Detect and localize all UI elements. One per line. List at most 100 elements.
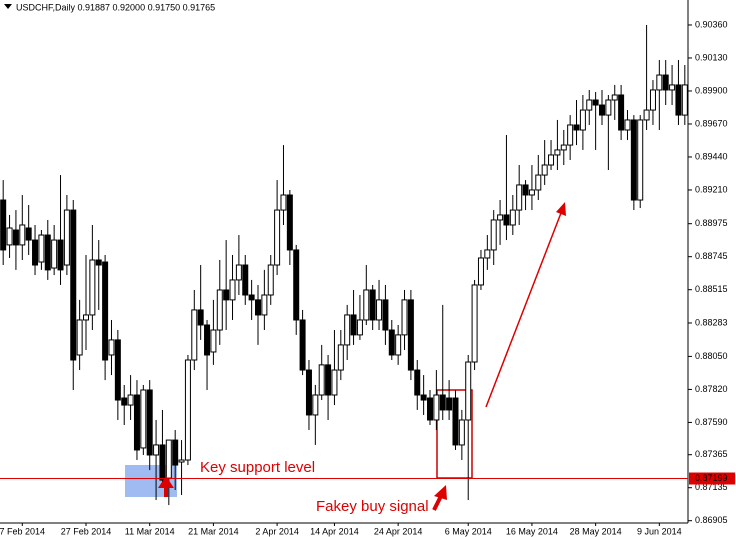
candle-body bbox=[484, 249, 491, 259]
candle-body bbox=[63, 209, 70, 266]
candle-body bbox=[38, 234, 45, 263]
y-tick-label: 0.89670 bbox=[695, 118, 728, 128]
candle-body bbox=[599, 104, 605, 116]
candle-body bbox=[560, 144, 567, 151]
candle-body bbox=[458, 419, 465, 446]
candle-body bbox=[184, 359, 191, 461]
x-tick-label: 21 Mar 2014 bbox=[188, 526, 239, 536]
candle-body bbox=[675, 84, 682, 116]
support-price-box bbox=[689, 472, 735, 485]
chart-title: USDCHF,Daily 0.91887 0.92000 0.91750 0.9… bbox=[16, 2, 215, 12]
candle-body bbox=[376, 299, 383, 321]
y-tick-label: 0.86905 bbox=[695, 515, 728, 525]
y-tick-label: 0.88050 bbox=[695, 351, 728, 361]
candle-body bbox=[554, 149, 561, 156]
candle-body bbox=[452, 397, 459, 446]
candle-body bbox=[197, 309, 204, 326]
candle-body bbox=[127, 394, 134, 406]
candle-body bbox=[592, 99, 599, 106]
support-annotation: Key support level bbox=[200, 459, 315, 476]
candle-body bbox=[681, 84, 688, 116]
candle-body bbox=[427, 397, 433, 421]
y-tick-label: 0.88745 bbox=[695, 251, 728, 261]
candle-body bbox=[51, 239, 58, 269]
y-tick-label: 0.88975 bbox=[695, 218, 728, 228]
candle-body bbox=[337, 344, 344, 371]
candle-body bbox=[165, 439, 172, 479]
x-tick-label: 11 Mar 2014 bbox=[125, 526, 175, 536]
candle-body bbox=[12, 229, 19, 246]
candle-body bbox=[57, 239, 64, 271]
menu-icon bbox=[4, 4, 12, 9]
candle-body bbox=[611, 94, 618, 101]
candle-body bbox=[509, 209, 516, 226]
candle-body bbox=[140, 389, 147, 449]
x-tick-label: 2 Apr 2014 bbox=[255, 526, 299, 536]
candle-body bbox=[83, 314, 89, 321]
x-tick-label: 24 Apr 2014 bbox=[374, 526, 423, 536]
candle-body bbox=[586, 99, 593, 111]
y-tick-label: 0.89440 bbox=[695, 151, 728, 161]
candle-body bbox=[210, 329, 217, 353]
candle-body bbox=[388, 329, 395, 356]
candle-body bbox=[669, 84, 676, 91]
x-tick-label: 16 May 2014 bbox=[506, 526, 558, 536]
candle-body bbox=[618, 94, 625, 131]
candle-body bbox=[267, 264, 274, 296]
candle-body bbox=[516, 184, 523, 211]
x-tick-label: 9 Jun 2014 bbox=[637, 526, 682, 536]
y-tick-label: 0.89900 bbox=[695, 85, 728, 95]
candle-body bbox=[153, 444, 160, 456]
candle-body bbox=[477, 257, 484, 286]
candle-body bbox=[407, 299, 414, 371]
candle-body bbox=[325, 364, 332, 396]
candle-body bbox=[159, 444, 166, 481]
candle-body bbox=[503, 214, 510, 226]
candle-body bbox=[446, 397, 453, 411]
candle-body bbox=[420, 394, 427, 401]
candle-body bbox=[280, 194, 287, 211]
candle-body bbox=[414, 369, 421, 396]
candle-body bbox=[19, 224, 26, 246]
candle-body bbox=[579, 109, 586, 131]
candle-body bbox=[605, 99, 612, 116]
y-tick-label: 0.87590 bbox=[695, 417, 728, 427]
candle-body bbox=[662, 74, 669, 91]
candle-body bbox=[637, 119, 644, 201]
signal-annotation: Fakey buy signal bbox=[316, 498, 429, 515]
candle-body bbox=[649, 89, 656, 111]
y-tick-label: 0.90130 bbox=[695, 52, 728, 62]
candle-body bbox=[70, 209, 77, 361]
y-tick-label: 0.88283 bbox=[695, 317, 728, 327]
candle-body bbox=[6, 227, 13, 246]
candle-body bbox=[133, 394, 140, 451]
candle-body bbox=[331, 369, 338, 396]
candle-body bbox=[356, 319, 363, 336]
y-tick-label: 0.90360 bbox=[695, 19, 728, 29]
candle-body bbox=[32, 239, 39, 266]
candle-body bbox=[573, 124, 580, 131]
candle-body bbox=[369, 289, 376, 321]
candle-body bbox=[344, 314, 351, 346]
candle-body bbox=[395, 334, 402, 356]
signal-box bbox=[436, 389, 473, 479]
candle-body bbox=[305, 369, 312, 416]
candle-body bbox=[318, 364, 325, 396]
candle-body bbox=[204, 324, 211, 356]
y-tick-label: 0.87820 bbox=[695, 384, 728, 394]
candle-body bbox=[191, 309, 198, 361]
candle-body bbox=[146, 389, 153, 456]
candle-body bbox=[465, 361, 472, 421]
candle-body bbox=[535, 174, 542, 191]
candle-body bbox=[382, 299, 389, 331]
candle-body bbox=[656, 74, 663, 91]
candle-body bbox=[433, 394, 440, 421]
candle-body bbox=[286, 194, 293, 251]
candle-body bbox=[522, 184, 529, 196]
candle-body bbox=[490, 219, 497, 251]
candle-body bbox=[235, 264, 242, 281]
candle-body bbox=[102, 261, 109, 361]
candle-body bbox=[312, 394, 319, 416]
candle-body bbox=[76, 319, 83, 356]
